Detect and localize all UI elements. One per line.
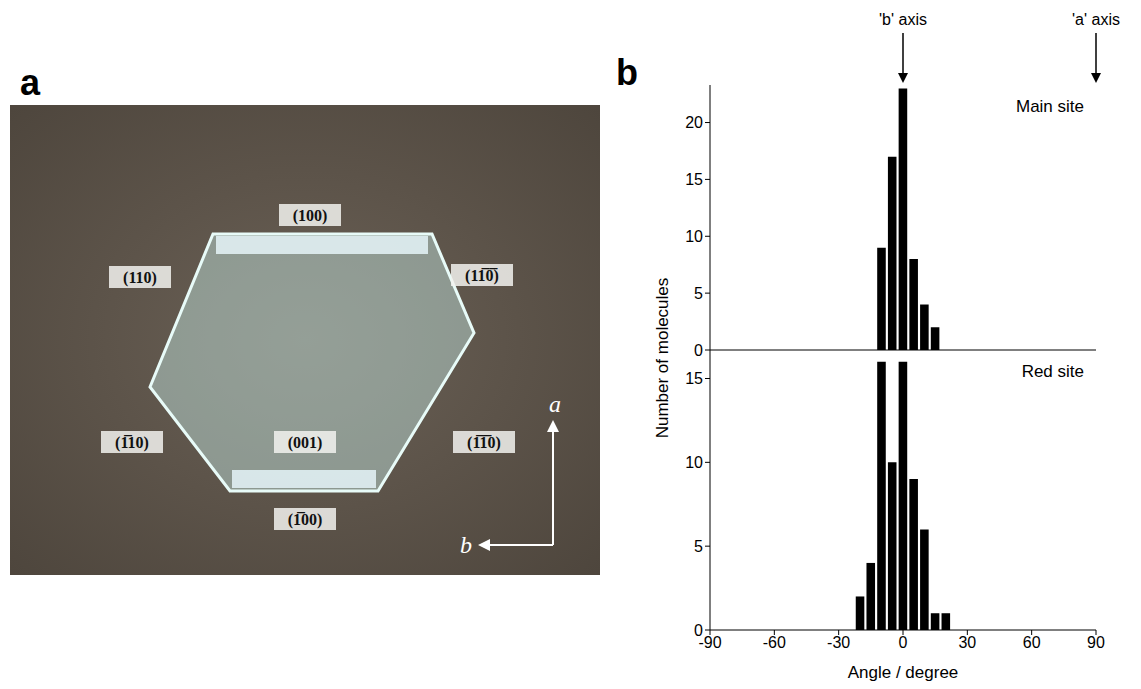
svg-text:(1̅1̅0): (1̅1̅0) bbox=[467, 434, 501, 452]
svg-text:(001): (001) bbox=[288, 434, 323, 452]
svg-text:(11̅0̅): (11̅0̅) bbox=[465, 267, 499, 285]
svg-text:(110): (110) bbox=[123, 269, 157, 287]
svg-text:(1̅00): (1̅00) bbox=[288, 511, 323, 529]
svg-text:-30: -30 bbox=[827, 634, 850, 651]
html-text:Red site: Red site bbox=[1021, 362, 1084, 381]
svg-text:20: 20 bbox=[685, 114, 703, 131]
svg-text:-60: -60 bbox=[763, 634, 786, 651]
svg-text:'b' axis: 'b' axis bbox=[879, 11, 927, 28]
svg-text:90: 90 bbox=[1087, 634, 1105, 651]
svg-text:-90: -90 bbox=[698, 634, 722, 652]
svg-text:(100): (100) bbox=[293, 207, 328, 225]
html-text:b: b bbox=[616, 52, 638, 93]
svg-text:5: 5 bbox=[694, 285, 703, 302]
svg-text:0: 0 bbox=[694, 622, 703, 639]
svg-text:a: a bbox=[549, 391, 561, 417]
svg-text:10: 10 bbox=[685, 228, 703, 245]
svg-text:'a' axis: 'a' axis bbox=[1072, 11, 1120, 28]
svg-text:15: 15 bbox=[685, 370, 703, 387]
svg-text:0: 0 bbox=[899, 634, 908, 651]
svg-text:a: a bbox=[20, 62, 41, 103]
html-text:Number of molecules: Number of molecules bbox=[653, 277, 672, 439]
svg-text:10: 10 bbox=[685, 454, 703, 471]
html-text:Main site: Main site bbox=[1016, 97, 1084, 116]
svg-text:Angle / degree: Angle / degree bbox=[848, 663, 959, 682]
svg-text:15: 15 bbox=[685, 171, 703, 188]
svg-text:30: 30 bbox=[958, 634, 976, 651]
svg-text:(1̅10): (1̅10) bbox=[115, 434, 149, 452]
svg-text:0: 0 bbox=[694, 342, 703, 359]
svg-text:5: 5 bbox=[694, 538, 703, 555]
svg-text:60: 60 bbox=[1023, 634, 1041, 651]
svg-text:b: b bbox=[460, 532, 472, 558]
